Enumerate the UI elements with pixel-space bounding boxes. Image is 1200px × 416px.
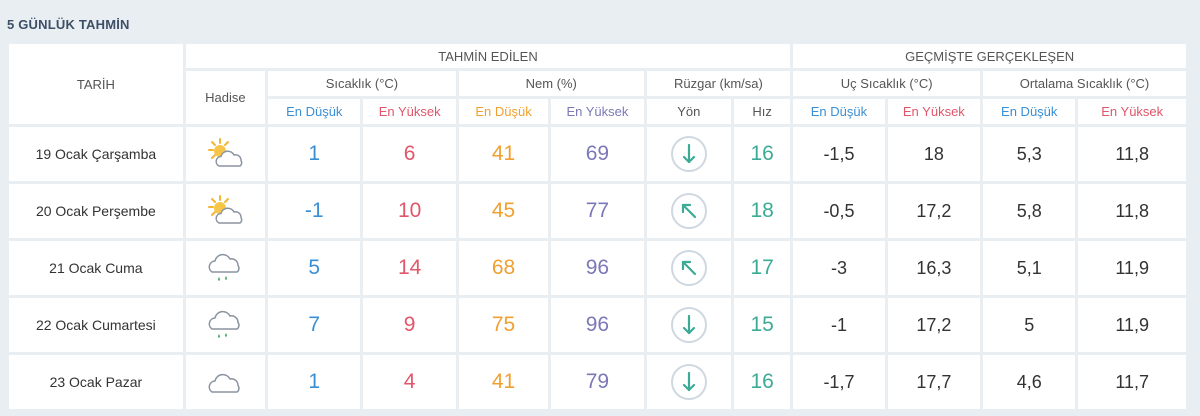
table-row: 20 Ocak Perşembe -1 10 45 77 xyxy=(9,184,1186,238)
temp-max-value: 10 xyxy=(363,184,456,238)
northwest-arrow-icon xyxy=(670,250,707,286)
temp-max-value: 6 xyxy=(363,127,456,181)
humidity-max-value: 69 xyxy=(551,127,644,181)
day-date: 19 Ocak Çarşamba xyxy=(9,127,183,181)
temp-min-value: 1 xyxy=(268,127,361,181)
avg-min-value: 5,3 xyxy=(983,127,1076,181)
wind-direction-cell xyxy=(646,184,731,238)
south-arrow-icon xyxy=(670,364,707,400)
avg-min-value: 5,8 xyxy=(983,184,1076,238)
temp-min-value: 1 xyxy=(268,355,361,409)
temp-min-header: En Düşük xyxy=(268,99,361,124)
temp-min-value: 7 xyxy=(268,298,361,352)
wind-direction-cell xyxy=(646,241,731,295)
day-date: 21 Ocak Cuma xyxy=(9,241,183,295)
table-row: 19 Ocak Çarşamba 1 6 41 69 xyxy=(9,127,1186,181)
extreme-max-value: 16,3 xyxy=(887,241,981,295)
humidity-min-value: 45 xyxy=(458,184,549,238)
avg-max-header: En Yüksek xyxy=(1078,99,1186,124)
temp-max-value: 9 xyxy=(363,298,456,352)
forecast-group-header: TAHMİN EDİLEN xyxy=(185,44,791,68)
wind-speed-value: 18 xyxy=(733,184,791,238)
humidity-max-value: 96 xyxy=(551,241,644,295)
partly-cloudy-icon xyxy=(185,127,266,181)
cloudy-icon xyxy=(185,355,266,409)
temp-min-value: -1 xyxy=(268,184,361,238)
avg-min-value: 5,1 xyxy=(983,241,1076,295)
humidity-max-value: 96 xyxy=(551,298,644,352)
date-column-header: TARİH xyxy=(9,44,183,124)
extreme-min-value: -3 xyxy=(793,241,885,295)
northwest-arrow-icon xyxy=(670,193,707,229)
wind-speed-value: 16 xyxy=(733,127,791,181)
extreme-max-header: En Yüksek xyxy=(887,99,981,124)
wind-speed-value: 17 xyxy=(733,241,791,295)
day-date: 23 Ocak Pazar xyxy=(9,355,183,409)
wind-direction-header: Yön xyxy=(646,99,731,124)
day-date: 20 Ocak Perşembe xyxy=(9,184,183,238)
wind-header: Rüzgar (km/sa) xyxy=(646,71,791,96)
humidity-min-header: En Düşük xyxy=(458,99,549,124)
partly-cloudy-icon xyxy=(185,184,266,238)
south-arrow-icon xyxy=(670,307,707,343)
extreme-temp-header: Uç Sıcaklık (°C) xyxy=(793,71,981,96)
avg-max-value: 11,8 xyxy=(1078,184,1186,238)
avg-min-value: 4,6 xyxy=(983,355,1076,409)
humidity-max-value: 77 xyxy=(551,184,644,238)
avg-max-value: 11,8 xyxy=(1078,127,1186,181)
temp-max-header: En Yüksek xyxy=(363,99,456,124)
extreme-max-value: 17,2 xyxy=(887,184,981,238)
wind-speed-value: 15 xyxy=(733,298,791,352)
humidity-max-value: 79 xyxy=(551,355,644,409)
day-date: 22 Ocak Cumartesi xyxy=(9,298,183,352)
extreme-max-value: 17,7 xyxy=(887,355,981,409)
table-row: 23 Ocak Pazar 1 4 41 79 16 -1,7 17,7 4,6… xyxy=(9,355,1186,409)
south-arrow-icon xyxy=(670,136,707,172)
extreme-max-value: 17,2 xyxy=(887,298,981,352)
extreme-min-value: -1,5 xyxy=(793,127,885,181)
avg-min-header: En Düşük xyxy=(983,99,1076,124)
extreme-min-value: -1,7 xyxy=(793,355,885,409)
wind-speed-header: Hız xyxy=(733,99,791,124)
table-row: 22 Ocak Cumartesi 7 9 75 96 15 -1 17,2 5 xyxy=(9,298,1186,352)
hadise-column-header: Hadise xyxy=(185,71,266,124)
humidity-min-value: 75 xyxy=(458,298,549,352)
temp-max-value: 4 xyxy=(363,355,456,409)
humidity-header: Nem (%) xyxy=(458,71,644,96)
light-rain-icon xyxy=(185,241,266,295)
extreme-min-value: -1 xyxy=(793,298,885,352)
avg-max-value: 11,9 xyxy=(1078,298,1186,352)
forecast-table: TARİH TAHMİN EDİLEN GEÇMİŞTE GERÇEKLEŞEN… xyxy=(6,41,1189,412)
avg-max-value: 11,9 xyxy=(1078,241,1186,295)
avg-min-value: 5 xyxy=(983,298,1076,352)
table-row: 21 Ocak Cuma 5 14 68 96 17 -3 16,3 5,1 xyxy=(9,241,1186,295)
humidity-min-value: 41 xyxy=(458,355,549,409)
past-group-header: GEÇMİŞTE GERÇEKLEŞEN xyxy=(793,44,1186,68)
extreme-max-value: 18 xyxy=(887,127,981,181)
humidity-min-value: 68 xyxy=(458,241,549,295)
temp-max-value: 14 xyxy=(363,241,456,295)
extreme-min-value: -0,5 xyxy=(793,184,885,238)
wind-direction-cell xyxy=(646,298,731,352)
light-rain-icon xyxy=(185,298,266,352)
avg-max-value: 11,7 xyxy=(1078,355,1186,409)
temp-min-value: 5 xyxy=(268,241,361,295)
humidity-min-value: 41 xyxy=(458,127,549,181)
wind-speed-value: 16 xyxy=(733,355,791,409)
avg-temp-header: Ortalama Sıcaklık (°C) xyxy=(983,71,1186,96)
humidity-max-header: En Yüksek xyxy=(551,99,644,124)
section-title: 5 GÜNLÜK TAHMİN xyxy=(7,17,130,32)
temp-header: Sıcaklık (°C) xyxy=(268,71,456,96)
wind-direction-cell xyxy=(646,127,731,181)
wind-direction-cell xyxy=(646,355,731,409)
extreme-min-header: En Düşük xyxy=(793,99,885,124)
